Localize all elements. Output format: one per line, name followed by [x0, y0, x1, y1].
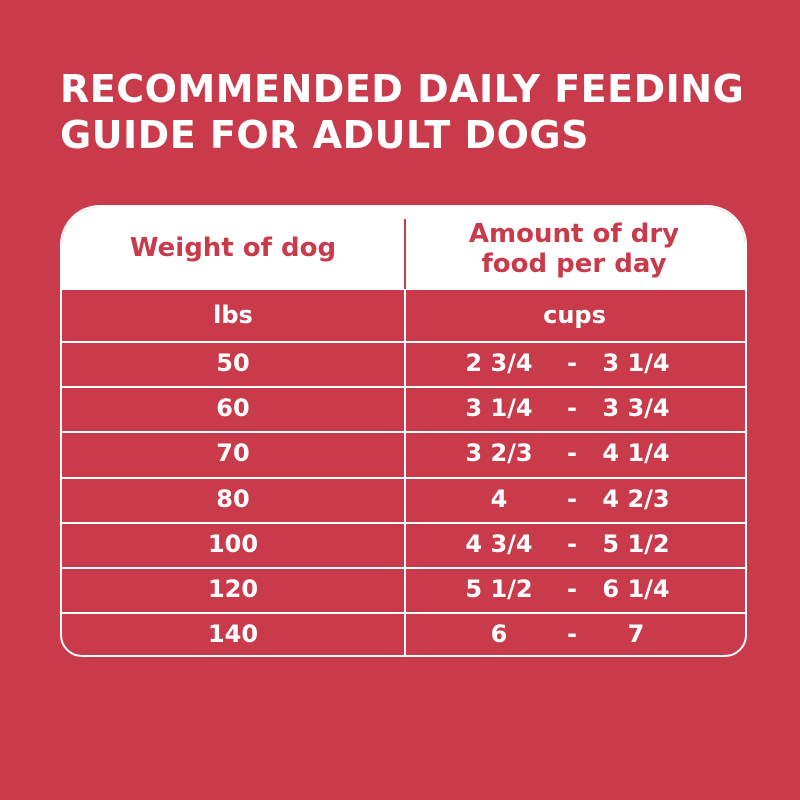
cups-min: 4 3/4 — [465, 529, 533, 558]
cups-max: 3 1/4 — [602, 349, 670, 377]
range-dash: - — [567, 620, 577, 649]
cups-min: 6 — [490, 620, 508, 649]
column-header: Amount of dry food per day — [468, 219, 680, 279]
row-divider — [62, 386, 745, 389]
range-dash: - — [567, 394, 577, 423]
row-divider — [62, 476, 745, 479]
column-divider — [404, 290, 406, 655]
cups-max: 7 — [627, 620, 645, 649]
cups-min: 5 1/2 — [465, 575, 533, 603]
cups-max: 6 1/4 — [602, 575, 670, 603]
row-divider — [62, 612, 745, 615]
cups-min: 3 2/3 — [465, 439, 533, 468]
title: RECOMMENDED DAILY FEEDING GUIDE FOR ADUL… — [60, 67, 745, 157]
weight: 60 — [216, 394, 250, 423]
range-dash: - — [567, 349, 577, 377]
cups-max: 5 1/2 — [602, 529, 670, 558]
column-header: Weight of dog — [129, 233, 337, 263]
range-dash: - — [567, 575, 577, 603]
unit: lbs — [213, 301, 253, 329]
weight: 70 — [216, 439, 250, 468]
row-divider — [62, 431, 745, 434]
weight: 50 — [216, 349, 250, 377]
feeding-table: Weight of dog Amount of dry food per day… — [60, 205, 747, 657]
range-dash: - — [567, 484, 577, 513]
weight: 80 — [216, 484, 250, 513]
weight: 100 — [207, 529, 259, 558]
cups-max: 4 2/3 — [602, 484, 670, 513]
table-header — [62, 207, 745, 290]
cups-min: 3 1/4 — [465, 394, 533, 423]
weight: 140 — [207, 620, 259, 649]
cups-min: 4 — [490, 484, 508, 513]
row-divider — [62, 341, 745, 343]
cups-min: 2 3/4 — [465, 349, 533, 377]
row-divider — [62, 567, 745, 569]
weight: 120 — [207, 575, 259, 603]
header-divider — [404, 219, 406, 289]
row-divider — [62, 521, 745, 524]
unit: cups — [543, 301, 606, 329]
range-dash: - — [567, 439, 577, 468]
cups-max: 4 1/4 — [602, 439, 670, 468]
range-dash: - — [567, 529, 577, 558]
cups-max: 3 3/4 — [602, 394, 670, 423]
